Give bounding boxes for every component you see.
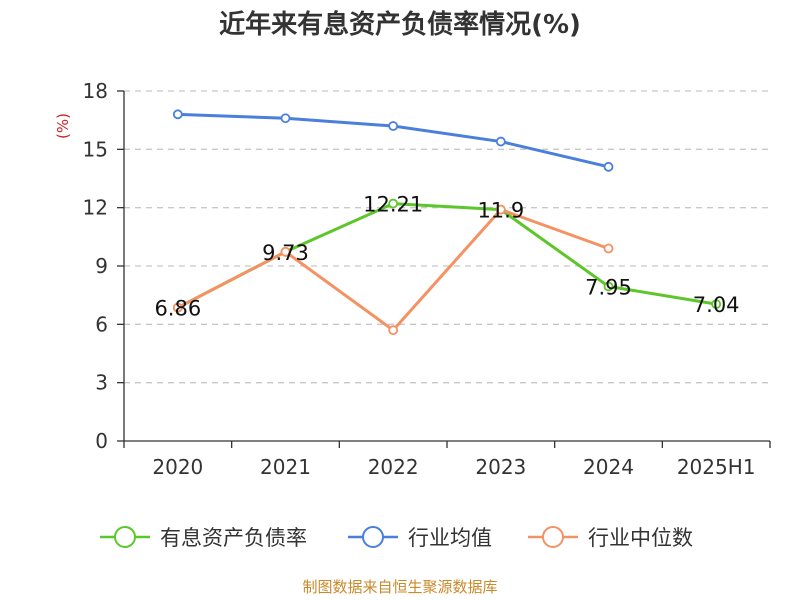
y-tick-label: 0 xyxy=(95,429,108,453)
legend-swatch-marker xyxy=(362,526,384,548)
data-label: 11.9 xyxy=(477,199,524,223)
data-labels: 6.86 9.73 12.21 11.9 7.95 7.04 xyxy=(154,193,739,321)
y-tick-label: 12 xyxy=(83,196,108,220)
x-tick-label: 2020 xyxy=(152,455,203,479)
x-tick-label: 2021 xyxy=(260,455,311,479)
data-point xyxy=(172,109,183,120)
series-0 xyxy=(172,198,722,313)
data-label: 6.86 xyxy=(154,297,201,321)
series-line xyxy=(177,208,610,332)
legend-label: 行业均值 xyxy=(408,526,492,550)
legend-swatch-marker xyxy=(542,526,564,548)
y-tick-label: 3 xyxy=(95,371,108,395)
legend-swatch-marker xyxy=(114,526,136,548)
y-tick-label: 6 xyxy=(95,312,108,336)
series-2 xyxy=(172,204,614,336)
data-label: 7.95 xyxy=(585,275,632,299)
data-point xyxy=(603,243,614,254)
data-point xyxy=(603,161,614,172)
data-label: 9.73 xyxy=(262,241,309,265)
y-tick-label: 15 xyxy=(83,137,108,161)
data-point xyxy=(388,325,399,336)
data-point xyxy=(711,299,722,310)
x-tick-label: 2022 xyxy=(368,455,419,479)
x-tick-label: 2024 xyxy=(583,455,634,479)
data-point xyxy=(172,302,183,313)
y-tick-label: 18 xyxy=(83,79,108,103)
series-1 xyxy=(172,109,614,172)
legend: 有息资产负债率 行业均值 行业中位数 xyxy=(100,526,693,550)
data-point xyxy=(495,136,506,147)
series-line xyxy=(177,202,717,309)
data-point xyxy=(603,281,614,292)
legend-label: 有息资产负债率 xyxy=(160,526,307,550)
data-point xyxy=(495,204,506,215)
data-label: 12.21 xyxy=(363,193,423,217)
data-point xyxy=(388,198,399,209)
x-tick-label: 2023 xyxy=(475,455,526,479)
chart-title: 近年来有息资产负债率情况(%) xyxy=(219,9,581,40)
axes: 0 3 6 9 12 15 18 2020 2021 2022 2023 2024 2025H1 xyxy=(83,79,771,479)
data-point xyxy=(280,246,291,257)
source-note: 制图数据来自恒生聚源数据库 xyxy=(302,578,497,596)
x-tick-label: 2025H1 xyxy=(677,455,756,479)
data-point xyxy=(388,121,399,131)
data-label: 7.04 xyxy=(693,293,740,317)
legend-label: 行业中位数 xyxy=(588,526,693,550)
y-tick-label: 9 xyxy=(95,254,108,278)
y-axis-unit: (%) xyxy=(54,113,72,139)
data-point xyxy=(280,113,291,124)
series-lines xyxy=(172,109,722,336)
